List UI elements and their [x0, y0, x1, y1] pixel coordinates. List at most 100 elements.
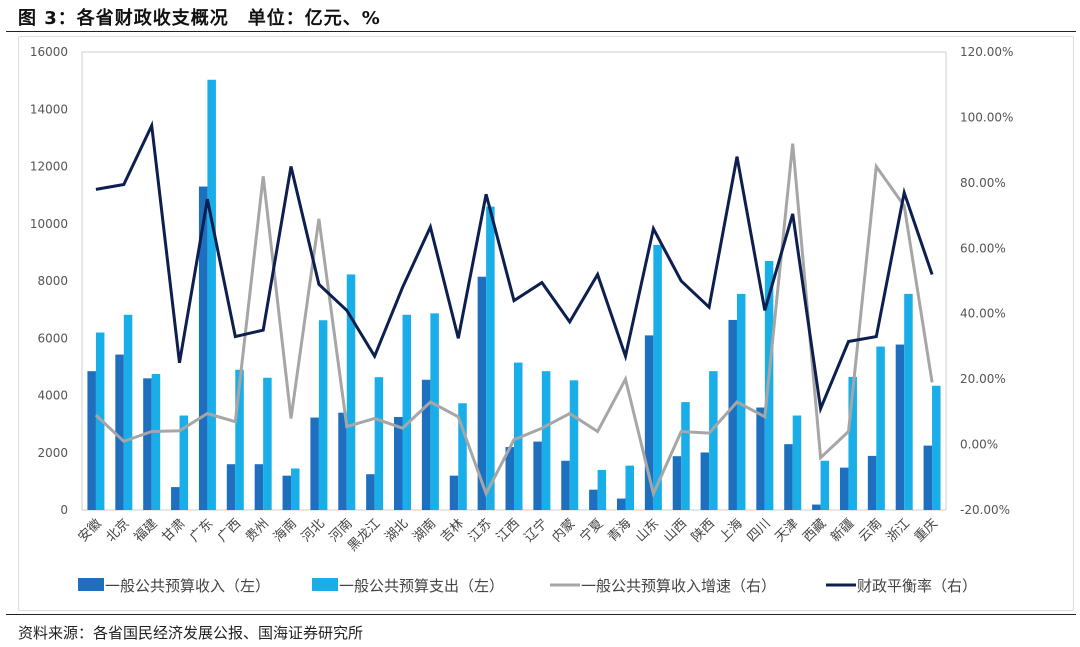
legend-swatch: [78, 578, 104, 591]
bar-revenue: [895, 344, 905, 510]
bar-expenditure: [625, 465, 634, 510]
bar-revenue: [198, 186, 208, 510]
category-label: 新疆: [828, 516, 858, 546]
bar-revenue: [226, 464, 236, 510]
bar-expenditure: [848, 376, 857, 510]
category-label: 北京: [104, 516, 133, 545]
bar-revenue: [254, 464, 264, 510]
bar-revenue: [171, 487, 180, 510]
bar-expenditure: [402, 314, 412, 510]
bar-expenditure: [486, 206, 495, 510]
chart-frame: [18, 36, 1074, 611]
bar-revenue: [366, 474, 375, 510]
bar-expenditure: [736, 293, 746, 510]
line-fiscal-balance-rate: [95, 120, 934, 415]
bar-revenue: [756, 407, 765, 510]
bar-expenditure: [904, 293, 913, 510]
bar-revenue: [533, 441, 542, 510]
category-label: 吉林: [438, 516, 467, 545]
category-label: 黑龙江: [345, 516, 383, 554]
bar-revenue: [923, 445, 933, 510]
category-label: 浙江: [884, 516, 913, 545]
bar-expenditure: [207, 79, 216, 511]
category-label: 安徽: [76, 516, 105, 545]
bar-expenditure: [346, 274, 356, 510]
source-note: 资料来源：各省国民经济发展公报、国海证券研究所: [18, 624, 364, 642]
left-axis-tick: 10000: [30, 217, 68, 231]
category-label: 西藏: [800, 516, 829, 545]
left-axis-tick: 12000: [30, 160, 68, 174]
bar-expenditure: [179, 415, 189, 510]
left-axis-tick: 2000: [37, 446, 68, 460]
right-axis-tick: 120.00%: [960, 45, 1013, 59]
bar-revenue: [812, 504, 821, 510]
category-label: 上海: [717, 516, 746, 545]
category-label: 辽宁: [521, 516, 551, 546]
bar-revenue: [867, 455, 877, 510]
bar-expenditure: [95, 332, 105, 510]
left-axis-tick: 14000: [30, 102, 68, 116]
category-label: 四川: [745, 516, 774, 545]
bar-revenue: [394, 416, 403, 510]
bar-revenue: [143, 378, 152, 510]
category-label: 天津: [773, 516, 802, 545]
bar-expenditure: [151, 374, 161, 510]
bar-expenditure: [123, 314, 133, 510]
right-axis-tick: 60.00%: [960, 241, 1006, 255]
category-label: 云南: [855, 516, 885, 546]
left-axis-tick: 6000: [37, 331, 68, 345]
bar-expenditure: [318, 320, 328, 510]
bar-expenditure: [653, 244, 662, 510]
category-label: 江苏: [465, 516, 495, 546]
bar-revenue: [421, 379, 431, 510]
bar-revenue: [282, 475, 292, 510]
category-label: 山东: [633, 516, 662, 545]
category-label: 江西: [494, 516, 523, 545]
category-label: 内蒙: [549, 516, 579, 546]
bar-expenditure: [820, 460, 830, 510]
title-divider: [6, 31, 1076, 32]
category-label: 广西: [215, 516, 244, 545]
category-label: 重庆: [911, 516, 941, 546]
legend-label: 一般公共预算支出（左）: [339, 577, 504, 595]
bar-revenue: [87, 371, 96, 510]
category-label: 福建: [132, 516, 161, 545]
bar-revenue: [839, 467, 849, 510]
category-label: 贵州: [243, 516, 272, 545]
right-axis-tick: 20.00%: [960, 372, 1006, 386]
bar-revenue: [644, 335, 654, 510]
bar-revenue: [477, 276, 487, 510]
bar-expenditure: [876, 346, 885, 510]
bar-revenue: [561, 460, 570, 510]
legend-label: 财政平衡率（右）: [857, 577, 977, 595]
category-label: 海南: [270, 516, 300, 546]
left-axis-tick: 4000: [37, 389, 68, 403]
category-label: 青海: [605, 516, 634, 545]
bar-revenue: [115, 354, 124, 510]
legend-swatch: [312, 578, 338, 591]
bar-expenditure: [430, 313, 439, 510]
left-axis-tick: 0: [60, 503, 68, 517]
legend-label: 一般公共预算收入（左）: [105, 577, 270, 595]
bar-expenditure: [374, 377, 384, 510]
bar-revenue: [589, 489, 598, 510]
bar-expenditure: [263, 377, 272, 510]
category-label: 宁夏: [577, 516, 607, 546]
bottom-divider: [6, 614, 1076, 615]
category-label: 湖南: [410, 516, 440, 546]
bar-revenue: [728, 319, 737, 510]
category-label: 陕西: [689, 516, 718, 545]
right-axis-tick: 0.00%: [960, 438, 998, 452]
bar-expenditure: [458, 403, 467, 510]
bar-revenue: [672, 456, 682, 510]
legend-label: 一般公共预算收入增速（右）: [581, 577, 776, 595]
right-axis-tick: 100.00%: [960, 110, 1013, 124]
bar-expenditure: [792, 415, 802, 510]
bar-revenue: [505, 447, 514, 510]
bar-expenditure: [597, 469, 607, 510]
bar-revenue: [449, 475, 459, 510]
category-label: 山西: [661, 516, 690, 545]
right-axis-tick: 80.00%: [960, 176, 1006, 190]
figure-title: 图 3：各省财政收支概况 单位：亿元、%: [18, 8, 381, 29]
